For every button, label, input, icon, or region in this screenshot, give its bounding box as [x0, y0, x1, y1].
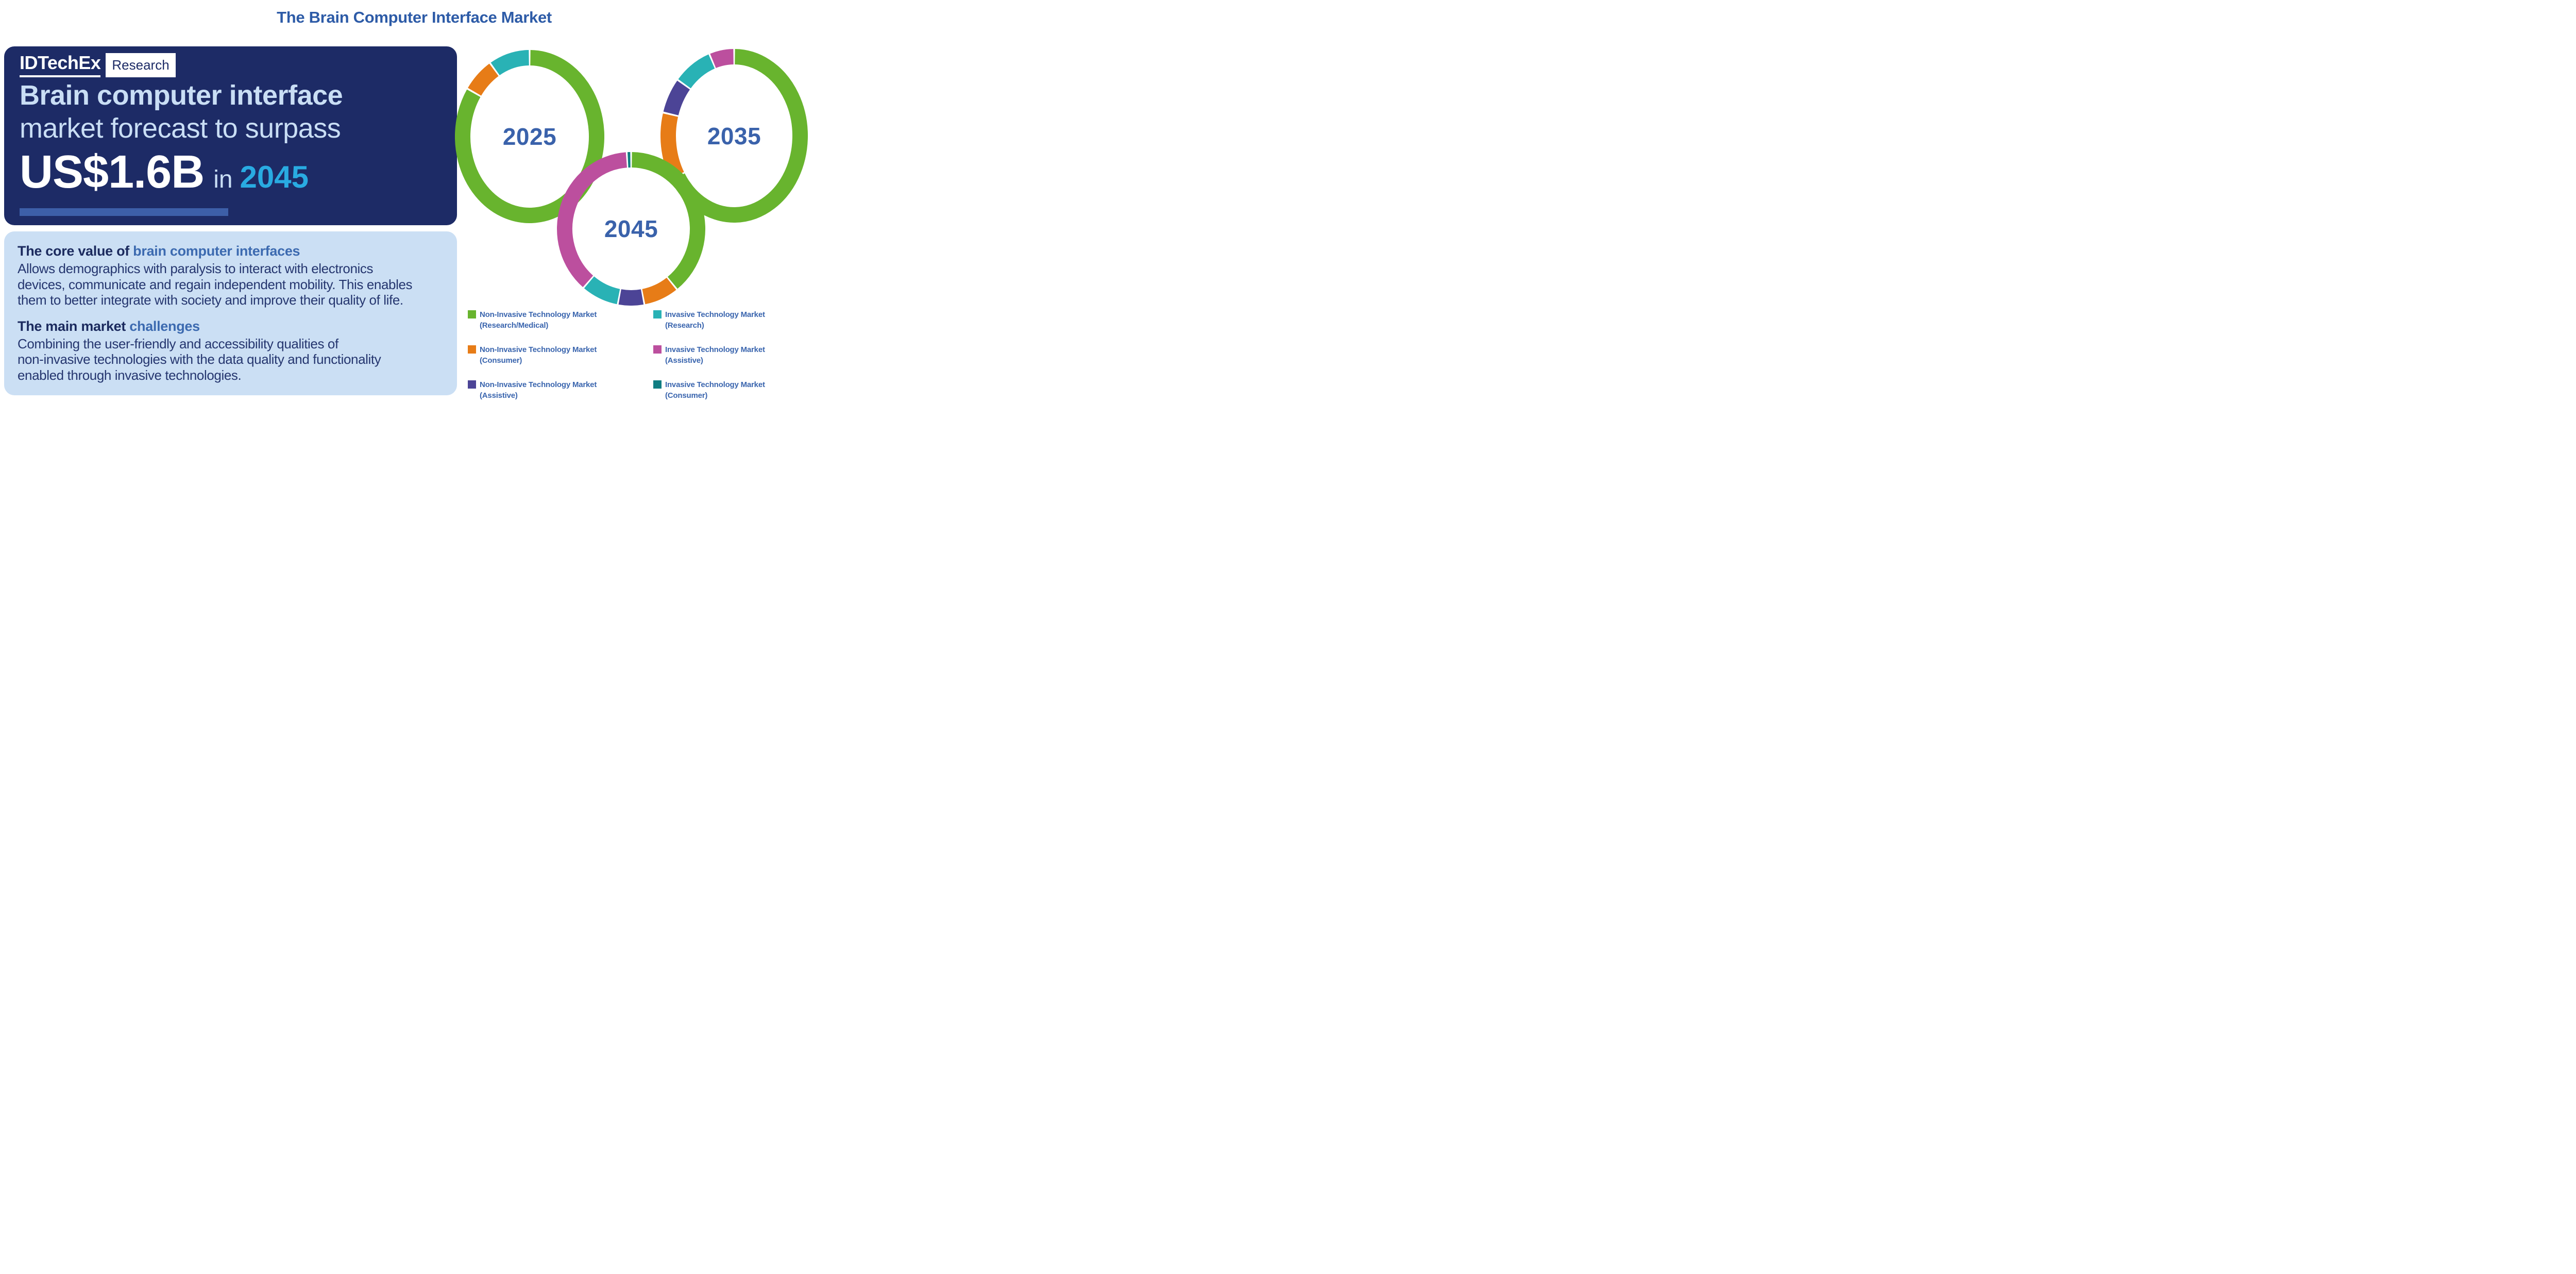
donut-segment-2025-orange: [468, 63, 499, 96]
info-section-core-value: The core value of brain computer interfa…: [18, 243, 444, 308]
donut-segment-2045-teal: [584, 276, 620, 305]
forecast-in-word: in: [213, 166, 233, 194]
hero-headline: Brain computer interface market forecast…: [20, 79, 343, 197]
heading-dark-part: The core value of: [18, 243, 133, 259]
donut-year-label-2045: 2045: [604, 215, 658, 242]
donut-chart-2035: 2035: [660, 49, 808, 223]
legend-item-teal: Invasive Technology Market (Research): [653, 309, 765, 331]
donut-segment-2035-green: [671, 49, 808, 223]
headline-line-3: US$1.6B in 2045: [20, 148, 343, 197]
info-heading-challenges: The main market challenges: [18, 318, 444, 334]
donut-segment-2035-purple: [663, 80, 690, 116]
legend-swatch-teal: [653, 310, 662, 318]
accent-underline-bar: [20, 208, 228, 216]
donut-svg-2045: [557, 152, 705, 306]
legend-column-invasive: Invasive Technology Market (Research) Inva…: [653, 309, 765, 399]
donut-segment-2045-magenta: [557, 152, 628, 288]
legend-swatch-darkteal: [653, 380, 662, 389]
info-body-core-value: Allows demographics with paralysis to in…: [18, 261, 413, 308]
info-body-challenges: Combining the user-friendly and accessib…: [18, 336, 381, 383]
page-title: The Brain Computer Interface Market: [277, 8, 552, 26]
research-badge: Research: [106, 53, 176, 77]
legend-item-darkteal: Invasive Technology Market (Consumer): [653, 379, 765, 399]
legend-label-purple: Non-Invasive Technology Market (Assistive…: [480, 380, 597, 399]
idtechex-logo: IDTechEx Research: [20, 53, 176, 77]
legend-swatch-orange: [468, 345, 476, 354]
legend-label-teal: Invasive Technology Market (Research): [665, 310, 765, 330]
legend-label-darkteal: Invasive Technology Market (Consumer): [665, 380, 765, 399]
legend-item-magenta: Invasive Technology Market (Assistive): [653, 344, 765, 366]
info-panel: The core value of brain computer interfa…: [4, 231, 457, 395]
legend-label-orange: Non-Invasive Technology Market (Consumer): [480, 345, 597, 365]
info-heading-core-value: The core value of brain computer interfa…: [18, 243, 444, 259]
infographic-canvas: The Brain Computer Interface Market IDTe…: [0, 0, 808, 399]
idtechex-wordmark: IDTechEx: [20, 52, 101, 77]
idtechex-logo-text: IDTechEx: [20, 52, 101, 73]
legend-item-purple: Non-Invasive Technology Market (Assistive…: [468, 379, 597, 399]
legend-item-green: Non-Invasive Technology Market (Research/…: [468, 309, 597, 331]
donut-segment-2045-orange: [642, 277, 676, 305]
legend-swatch-purple: [468, 380, 476, 389]
donut-year-label-2035: 2035: [707, 122, 761, 149]
heading-accent-part: brain computer interfaces: [133, 243, 300, 259]
idtechex-logo-underline: [20, 75, 101, 77]
donut-year-label-2025: 2025: [502, 123, 557, 150]
forecast-amount: US$1.6B: [20, 146, 205, 198]
hero-panel: IDTechEx Research Brain computer interfa…: [4, 46, 457, 225]
headline-line-2: market forecast to surpass: [20, 112, 341, 144]
donut-svg-2035: [660, 49, 808, 223]
legend-swatch-green: [468, 310, 476, 318]
heading-accent-part: challenges: [129, 318, 200, 334]
donut-segment-2035-magenta: [710, 49, 734, 69]
legend-label-magenta: Invasive Technology Market (Assistive): [665, 345, 765, 365]
legend-column-non-invasive: Non-Invasive Technology Market (Research/…: [468, 309, 597, 399]
legend-swatch-magenta: [653, 345, 662, 354]
donut-segment-2045-purple: [618, 289, 644, 306]
legend-label-green: Non-Invasive Technology Market (Research/…: [480, 310, 597, 330]
headline-line-1: Brain computer interface: [20, 80, 343, 111]
donut-segment-2025-teal: [490, 50, 530, 76]
legend-item-orange: Non-Invasive Technology Market (Consumer): [468, 344, 597, 366]
forecast-year: 2045: [240, 160, 309, 195]
donut-chart-2045: 2045: [557, 152, 705, 306]
donut-segment-2045-green: [632, 152, 705, 289]
heading-dark-part: The main market: [18, 318, 130, 334]
info-section-challenges: The main market challenges Combining the…: [18, 318, 444, 383]
donut-segment-2035-teal: [678, 54, 715, 89]
